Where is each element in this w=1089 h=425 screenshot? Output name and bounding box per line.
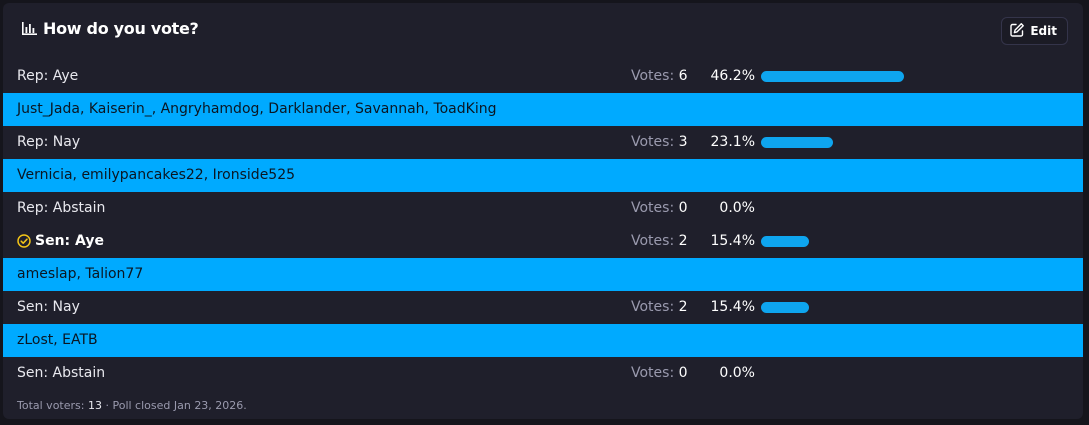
votes-value: 6 (678, 68, 688, 84)
option-label-text: Rep: Abstain (17, 200, 106, 216)
poll-closed-text: Poll closed Jan 23, 2026. (112, 399, 247, 412)
voters-names: zLost, EATB (17, 332, 98, 348)
vote-count: Votes: 2 (631, 299, 688, 315)
bar-chart-icon (21, 20, 38, 37)
option-label: Rep: Aye (17, 68, 78, 84)
vote-percent: 15.4% (710, 233, 755, 249)
poll-options: Rep: Aye Votes: 6 46.2% Just_Jada, Kaise… (3, 60, 1083, 390)
voters-names: Vernicia, emilypancakes22, Ironside525 (17, 167, 296, 183)
option-row-rep-nay: Rep: Nay Votes: 3 23.1% (3, 126, 1083, 159)
option-label: Rep: Nay (17, 134, 80, 150)
votes-label: Votes: (631, 134, 675, 150)
votes-value: 3 (678, 134, 688, 150)
option-label-text: Sen: Aye (35, 233, 104, 249)
vote-percent: 0.0% (719, 200, 755, 216)
vote-count: Votes: 2 (631, 233, 688, 249)
votes-label: Votes: (631, 68, 675, 84)
voters-list-rep-aye: Just_Jada, Kaiserin_, Angryhamdog, Darkl… (3, 93, 1083, 126)
votes-label: Votes: (631, 233, 675, 249)
vote-bar (761, 137, 833, 148)
check-circle-icon (17, 234, 31, 248)
option-row-rep-aye: Rep: Aye Votes: 6 46.2% (3, 60, 1083, 93)
vote-count: Votes: 3 (631, 134, 688, 150)
option-row-rep-abstain: Rep: Abstain Votes: 0 0.0% (3, 192, 1083, 225)
voters-names: ameslap, Talion77 (17, 266, 144, 282)
edit-icon (1009, 22, 1030, 41)
votes-value: 0 (678, 365, 688, 381)
vote-bar (761, 236, 809, 247)
votes-value: 2 (678, 233, 688, 249)
votes-value: 2 (678, 299, 688, 315)
vote-bar (761, 302, 809, 313)
total-voters-label: Total voters: (17, 399, 85, 412)
poll-title: How do you vote? (43, 19, 199, 38)
footer-separator: · (105, 399, 109, 412)
voters-list-sen-nay: zLost, EATB (3, 324, 1083, 357)
vote-bar (761, 71, 904, 82)
option-label-text: Sen: Nay (17, 299, 80, 315)
option-row-sen-aye: Sen: Aye Votes: 2 15.4% (3, 225, 1083, 258)
vote-count: Votes: 0 (631, 200, 688, 216)
voters-names: Just_Jada, Kaiserin_, Angryhamdog, Darkl… (17, 101, 497, 117)
poll-header: How do you vote? Edit (3, 3, 1083, 59)
option-label-text: Rep: Nay (17, 134, 81, 150)
option-row-sen-nay: Sen: Nay Votes: 2 15.4% (3, 291, 1083, 324)
poll-title-group: How do you vote? (21, 19, 199, 38)
voters-list-rep-nay: Vernicia, emilypancakes22, Ironside525 (3, 159, 1083, 192)
option-label: Sen: Aye (17, 233, 104, 249)
votes-label: Votes: (631, 365, 675, 381)
option-label-text: Rep: Aye (17, 68, 79, 84)
votes-value: 0 (678, 200, 688, 216)
poll-footer: Total voters: 13 · Poll closed Jan 23, 2… (17, 399, 247, 412)
vote-percent: 23.1% (710, 134, 755, 150)
option-label: Sen: Abstain (17, 365, 105, 381)
poll-panel: How do you vote? Edit Rep: Aye Votes: 6 … (3, 3, 1083, 419)
vote-percent: 0.0% (719, 365, 755, 381)
option-label-text: Sen: Abstain (17, 365, 106, 381)
total-voters-value: 13 (87, 399, 102, 412)
vote-percent: 15.4% (710, 299, 755, 315)
votes-label: Votes: (631, 200, 675, 216)
vote-count: Votes: 6 (631, 68, 688, 84)
edit-button-label: Edit (1030, 24, 1057, 38)
option-label: Rep: Abstain (17, 200, 105, 216)
edit-button[interactable]: Edit (1001, 17, 1068, 45)
vote-percent: 46.2% (710, 68, 755, 84)
option-row-sen-abstain: Sen: Abstain Votes: 0 0.0% (3, 357, 1083, 390)
votes-label: Votes: (631, 299, 675, 315)
voters-list-sen-aye: ameslap, Talion77 (3, 258, 1083, 291)
vote-count: Votes: 0 (631, 365, 688, 381)
option-label: Sen: Nay (17, 299, 80, 315)
